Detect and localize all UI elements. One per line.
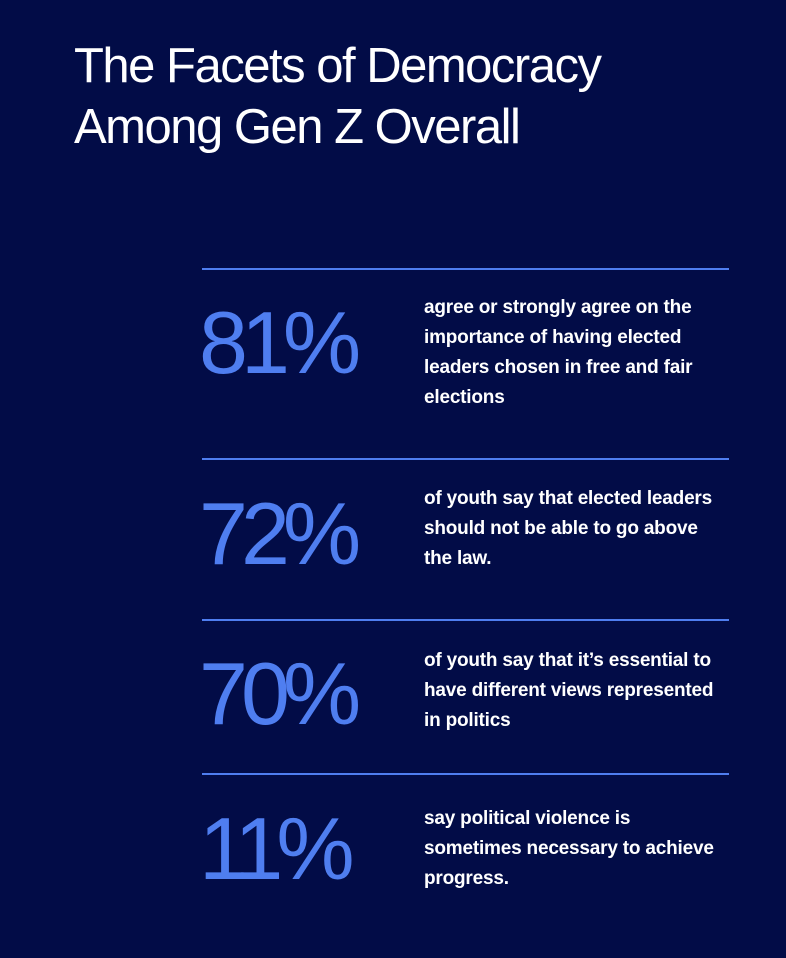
- stat-description: of youth say that elected leaders should…: [424, 488, 712, 569]
- page-title: The Facets of Democracy Among Gen Z Over…: [74, 36, 714, 158]
- stat-value: 11%: [199, 799, 355, 898]
- stat-item-70: 70% of youth say that it’s essential to …: [199, 619, 729, 775]
- title-line-1: The Facets of Democracy: [74, 39, 602, 93]
- stat-value: 72%: [199, 484, 361, 583]
- title-line-2: Among Gen Z Overall: [74, 100, 521, 154]
- stat-description: agree or strongly agree on the importanc…: [424, 297, 693, 408]
- stat-item-81: 81% agree or strongly agree on the impor…: [199, 268, 729, 460]
- stat-description: say political violence is sometimes nece…: [424, 808, 714, 889]
- stat-value: 81%: [199, 293, 361, 392]
- stat-item-11: 11% say political violence is sometimes …: [199, 773, 729, 935]
- stat-item-72: 72% of youth say that elected leaders sh…: [199, 458, 729, 621]
- stat-description: of youth say that it’s essential to have…: [424, 650, 714, 731]
- stat-value: 70%: [199, 644, 361, 743]
